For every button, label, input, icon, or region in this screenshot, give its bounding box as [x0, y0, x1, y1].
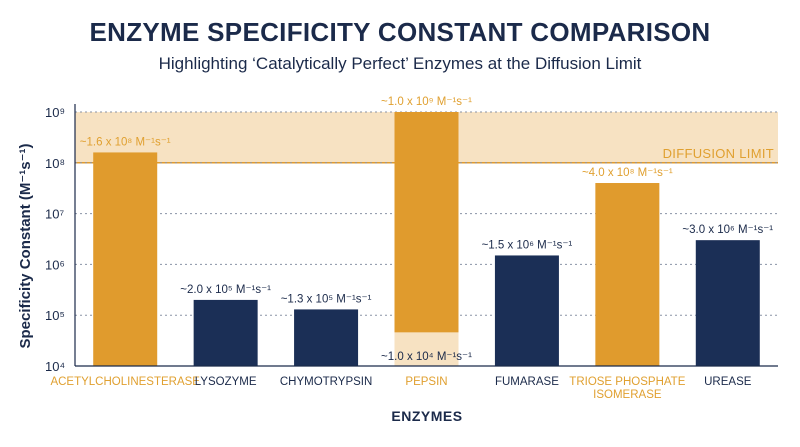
data-label-secondary: ~1.0 x 10⁴ M⁻¹s⁻¹	[381, 351, 472, 363]
data-label: ~1.3 x 10⁵ M⁻¹s⁻¹	[281, 293, 372, 305]
y-axis-title: Specificity Constant (M⁻¹s⁻¹)	[17, 143, 34, 348]
bar-secondary-segment	[394, 332, 459, 366]
data-label: ~1.6 x 10⁸ M⁻¹s⁻¹	[80, 136, 171, 148]
data-label: ~2.0 x 10⁵ M⁻¹s⁻¹	[180, 284, 271, 296]
bar	[494, 255, 559, 366]
x-tick-label: FUMARASE	[495, 376, 559, 388]
data-label: ~4.0 x 10⁸ M⁻¹s⁻¹	[582, 167, 673, 179]
chart-title: ENZYME SPECIFICITY CONSTANT COMPARISON	[89, 17, 711, 47]
bar	[394, 112, 459, 366]
bar-layer	[93, 112, 760, 366]
bar	[93, 152, 158, 366]
y-tick-label: 10⁵	[45, 308, 65, 323]
y-tick-label: 10⁹	[45, 105, 65, 120]
x-tick-label: PEPSIN	[405, 376, 447, 388]
x-axis-title: ENZYMES	[391, 408, 462, 424]
x-tick-label: LYSOZYME	[195, 376, 257, 388]
bar	[595, 183, 660, 366]
data-label: ~1.0 x 10⁹ M⁻¹s⁻¹	[381, 96, 472, 108]
bar	[294, 309, 359, 366]
x-tick-label: ACETYLCHOLINESTERASE	[50, 376, 200, 388]
y-tick-label: 10⁴	[45, 359, 65, 374]
bar	[193, 299, 258, 366]
data-label: ~3.0 x 10⁶ M⁻¹s⁻¹	[682, 224, 773, 236]
data-label: ~1.5 x 10⁶ M⁻¹s⁻¹	[482, 239, 573, 251]
label-layer: ~1.6 x 10⁸ M⁻¹s⁻¹ ACETYLCHOLINESTERASE ~2.…	[50, 96, 773, 401]
y-tick-label: 10⁶	[45, 257, 65, 272]
axis-layer: 10⁴ 10⁵ 10⁶ 10⁷ 10⁸ 10⁹	[45, 104, 778, 374]
y-tick-label: 10⁷	[45, 207, 64, 222]
diffusion-limit-label: DIFFUSION LIMIT	[663, 146, 774, 161]
y-tick-label: 10⁸	[45, 156, 65, 171]
x-tick-label: TRIOSE PHOSPHATE	[569, 376, 685, 388]
chart-subtitle: Highlighting ‘Catalytically Perfect’ Enz…	[158, 54, 642, 73]
bar	[695, 240, 760, 366]
x-tick-label: UREASE	[704, 376, 752, 388]
x-tick-label: ISOMERASE	[593, 389, 662, 401]
x-tick-label: CHYMOTRYPSIN	[280, 376, 372, 388]
